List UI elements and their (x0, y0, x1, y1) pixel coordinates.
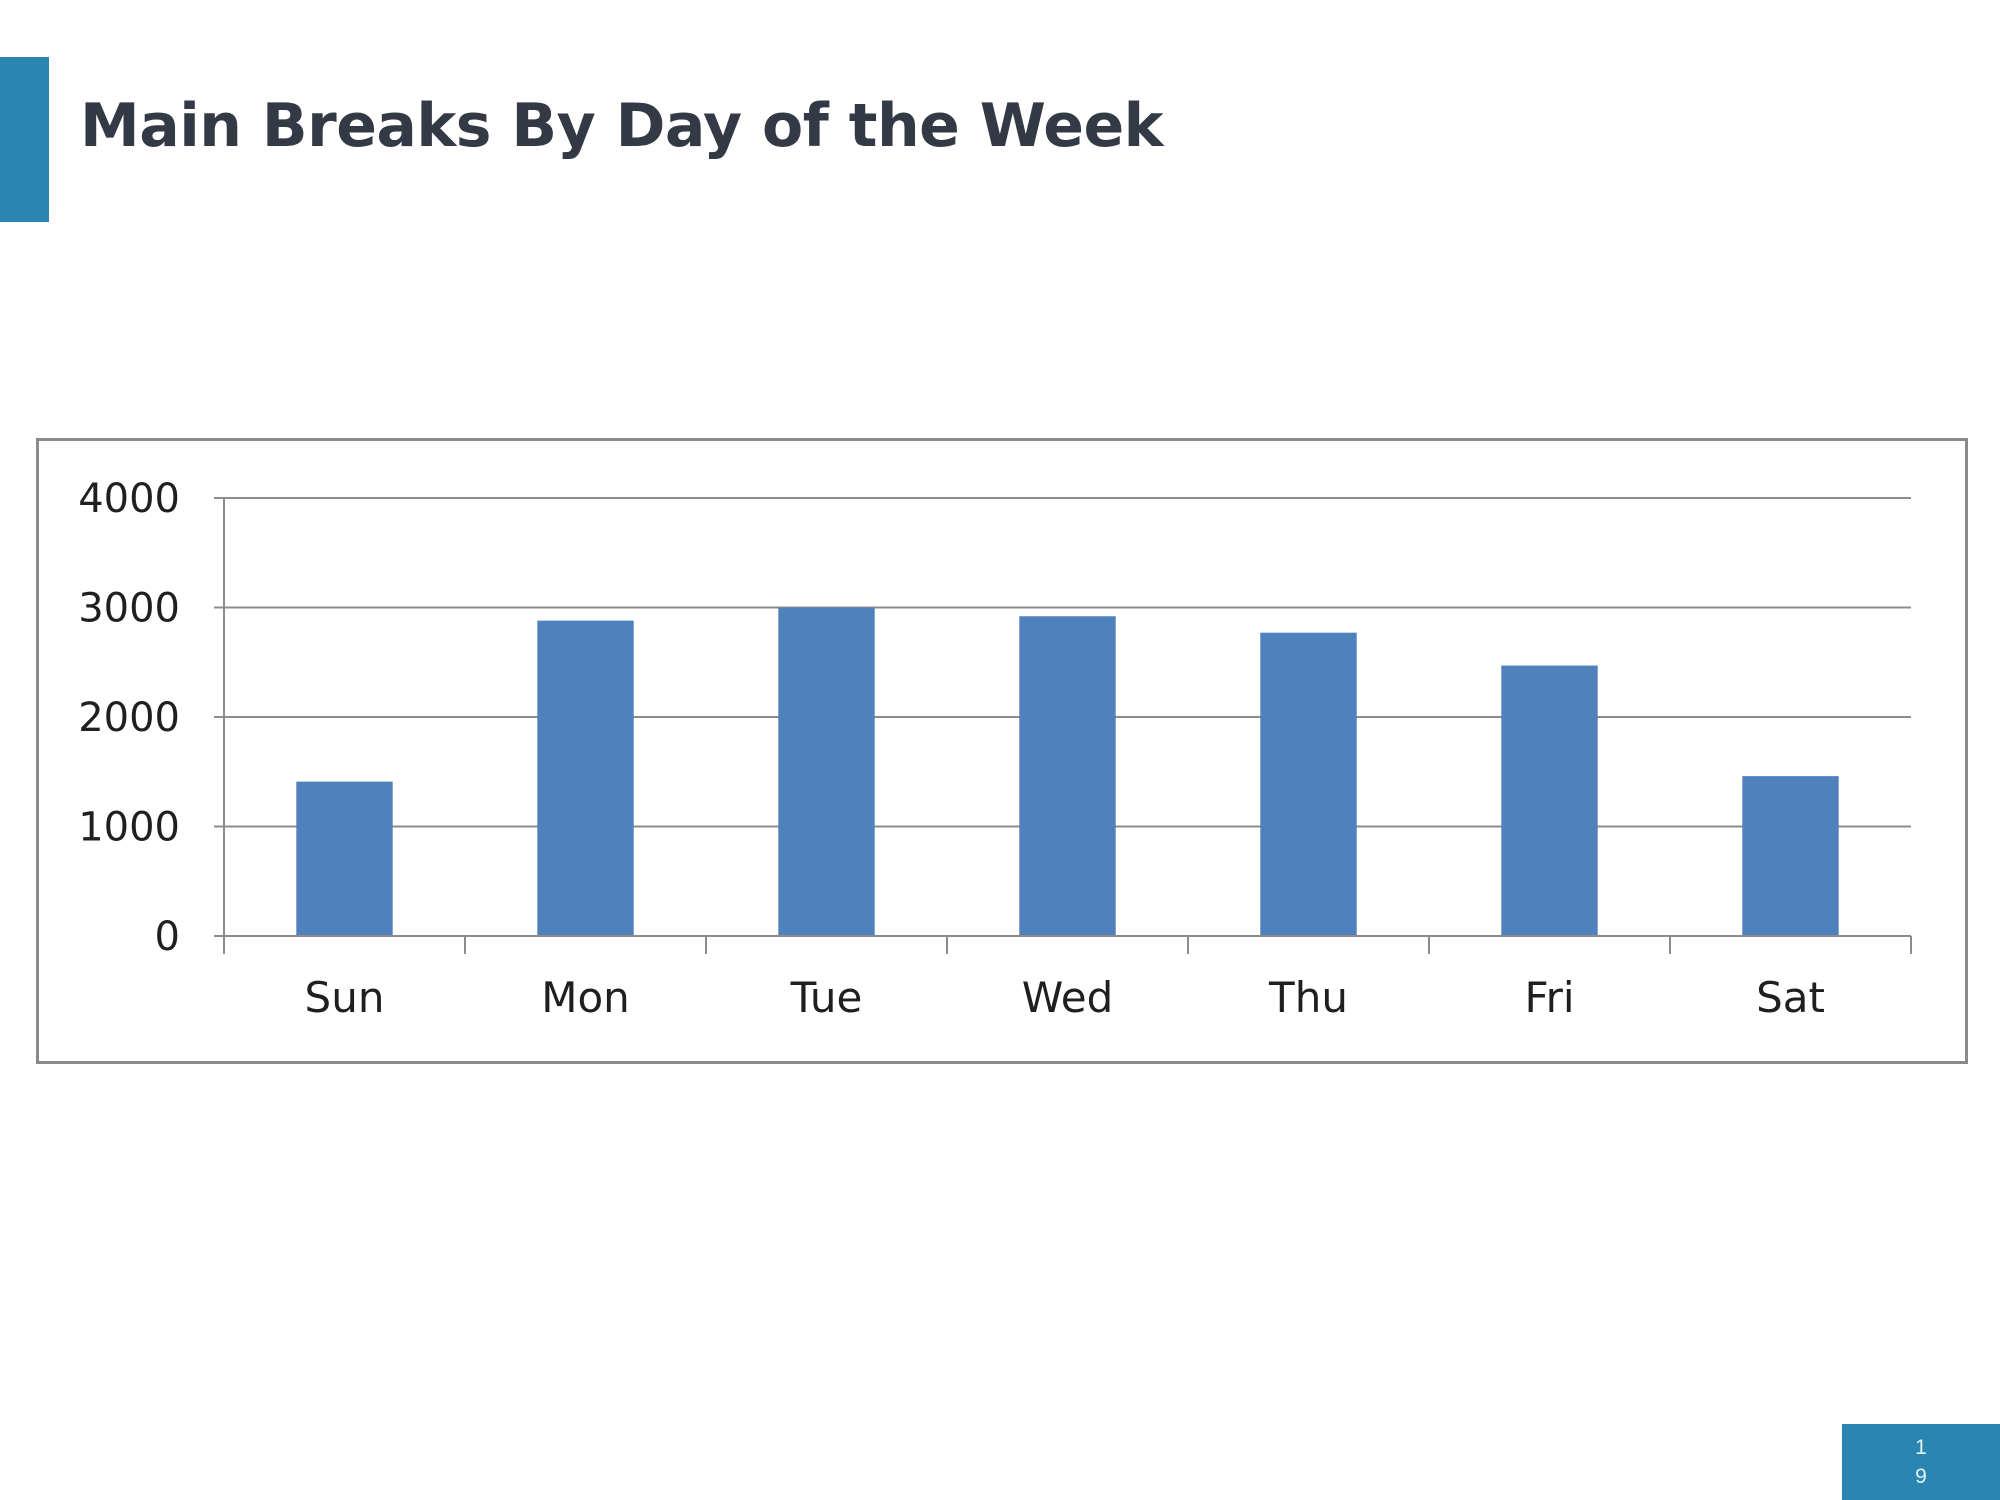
bar-mon (537, 621, 633, 936)
page-number: 19 (1914, 1433, 1928, 1491)
x-tick-label: Tue (790, 973, 863, 1022)
bar-fri (1501, 666, 1597, 936)
y-tick-label: 2000 (78, 695, 180, 741)
title-accent-bar (0, 57, 49, 222)
bar-wed (1019, 616, 1115, 936)
x-tick-label: Fri (1524, 973, 1574, 1022)
bar-tue (778, 608, 874, 937)
bar-thu (1260, 633, 1356, 936)
bar-sun (296, 782, 392, 936)
slide-title: Main Breaks By Day of the Week (80, 92, 1163, 161)
x-tick-label: Mon (541, 973, 630, 1022)
bar-chart: 0 1000 2000 3000 4000 Sun Mon Tue Wed Thu Fri Sat (39, 441, 1965, 1061)
x-tick-label: Thu (1268, 973, 1348, 1022)
page-number-badge: 19 (1842, 1424, 2000, 1500)
x-tick-label: Sun (305, 973, 385, 1022)
bar-sat (1742, 776, 1838, 936)
x-tick-label: Wed (1022, 973, 1114, 1022)
chart-container: 0 1000 2000 3000 4000 Sun Mon Tue Wed Thu Fri Sat (36, 438, 1968, 1064)
x-tick-label: Sat (1756, 973, 1825, 1022)
y-tick-label: 1000 (78, 805, 180, 851)
y-tick-label: 0 (155, 914, 180, 960)
y-tick-label: 4000 (78, 476, 180, 522)
y-tick-label: 3000 (78, 586, 180, 632)
